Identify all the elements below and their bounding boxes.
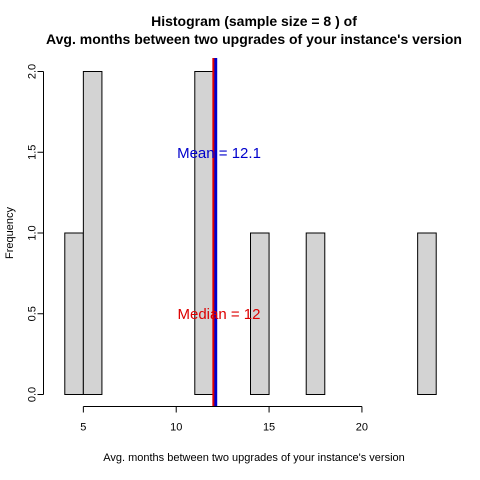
y-tick-label: 1.0	[27, 225, 39, 240]
histogram-bar-1	[82, 71, 103, 395]
y-tick-label: 1.5	[27, 145, 39, 160]
chart-title-line2: Avg. months between two upgrades of your…	[46, 31, 462, 47]
histogram-bar-0	[64, 232, 84, 395]
x-tick-label: 20	[356, 422, 368, 434]
x-axis-label: Avg. months between two upgrades of your…	[103, 452, 405, 464]
x-tick-label: 5	[80, 422, 86, 434]
median-label: Median = 12	[178, 306, 261, 323]
bars-layer	[64, 71, 437, 395]
y-tick-label: 0.5	[27, 306, 39, 321]
x-tick-label: 15	[263, 422, 275, 434]
y-tick-label: 0.0	[27, 387, 39, 402]
reference-lines-layer	[212, 58, 218, 406]
histogram-bar-2	[194, 71, 214, 395]
histogram-bar-4	[305, 232, 326, 395]
chart-title-line1: Histogram (sample size = 8 ) of	[151, 13, 357, 29]
x-tick-label: 10	[170, 422, 182, 434]
y-axis-label: Frequency	[4, 207, 16, 259]
y-tick-label: 2.0	[27, 64, 39, 79]
axes-layer: 5 10 15 20 0.0 0.5 1.0 1.5 2.0	[27, 64, 369, 434]
histogram-bar-3	[250, 232, 270, 395]
histogram-bar-5	[417, 232, 437, 395]
mean-label: Mean = 12.1	[177, 145, 261, 162]
